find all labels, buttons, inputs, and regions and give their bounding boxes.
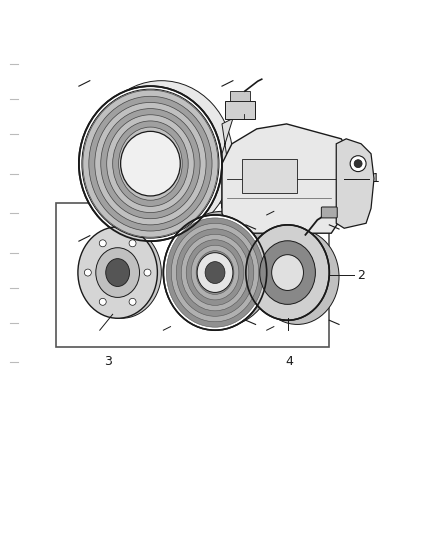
Circle shape <box>293 250 298 256</box>
Ellipse shape <box>191 245 239 300</box>
Ellipse shape <box>272 255 304 290</box>
Polygon shape <box>195 233 235 258</box>
Ellipse shape <box>205 262 225 284</box>
Circle shape <box>129 298 136 305</box>
Circle shape <box>85 269 91 276</box>
Circle shape <box>208 243 222 257</box>
Ellipse shape <box>166 218 264 327</box>
Bar <box>242 159 297 193</box>
Ellipse shape <box>79 86 222 241</box>
Ellipse shape <box>201 256 229 289</box>
Ellipse shape <box>90 80 233 236</box>
Ellipse shape <box>137 146 164 182</box>
Bar <box>56 204 329 348</box>
Circle shape <box>144 269 151 276</box>
Ellipse shape <box>206 262 224 284</box>
Ellipse shape <box>181 235 249 311</box>
Ellipse shape <box>83 90 218 237</box>
Ellipse shape <box>82 227 161 318</box>
Ellipse shape <box>96 248 140 297</box>
Ellipse shape <box>106 259 130 286</box>
Ellipse shape <box>171 223 259 322</box>
Bar <box>225 101 255 119</box>
Polygon shape <box>222 124 356 233</box>
Text: 2: 2 <box>357 269 365 282</box>
Text: 4: 4 <box>286 356 293 368</box>
Ellipse shape <box>78 227 157 318</box>
Ellipse shape <box>176 229 254 316</box>
Circle shape <box>129 240 136 247</box>
Ellipse shape <box>95 102 206 225</box>
Ellipse shape <box>131 140 170 188</box>
Circle shape <box>354 160 362 168</box>
Polygon shape <box>336 139 374 228</box>
FancyBboxPatch shape <box>321 207 337 218</box>
Ellipse shape <box>255 229 339 325</box>
Circle shape <box>99 298 106 305</box>
Ellipse shape <box>113 121 188 206</box>
Ellipse shape <box>197 253 233 293</box>
Ellipse shape <box>101 109 200 219</box>
Text: 3: 3 <box>104 356 112 368</box>
Ellipse shape <box>186 240 244 305</box>
Circle shape <box>99 240 106 247</box>
Ellipse shape <box>196 251 234 294</box>
Ellipse shape <box>89 96 212 231</box>
Polygon shape <box>222 118 233 208</box>
Ellipse shape <box>163 215 267 330</box>
Ellipse shape <box>260 241 315 304</box>
Circle shape <box>289 246 303 260</box>
Ellipse shape <box>170 212 274 327</box>
Ellipse shape <box>124 133 176 194</box>
Ellipse shape <box>246 225 329 320</box>
Bar <box>230 91 250 101</box>
Ellipse shape <box>107 115 194 213</box>
Circle shape <box>212 247 218 253</box>
Ellipse shape <box>120 131 180 196</box>
Text: 1: 1 <box>372 172 380 185</box>
Polygon shape <box>277 236 314 261</box>
Ellipse shape <box>119 127 182 200</box>
Circle shape <box>350 156 366 172</box>
